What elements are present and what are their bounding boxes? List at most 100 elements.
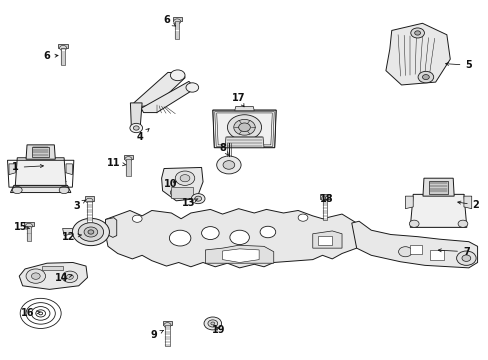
Polygon shape [312, 231, 341, 248]
Circle shape [39, 312, 42, 315]
Circle shape [59, 186, 69, 194]
Polygon shape [9, 164, 15, 175]
Polygon shape [405, 196, 412, 209]
Circle shape [133, 126, 139, 130]
Text: 11: 11 [107, 158, 126, 168]
Polygon shape [320, 194, 329, 199]
Circle shape [233, 120, 255, 135]
Text: 3: 3 [73, 200, 85, 211]
Polygon shape [428, 181, 447, 194]
Polygon shape [163, 321, 172, 325]
Polygon shape [172, 17, 182, 22]
Text: 1: 1 [12, 162, 43, 172]
Polygon shape [205, 245, 273, 263]
Polygon shape [224, 137, 264, 148]
Polygon shape [126, 159, 130, 176]
Polygon shape [165, 325, 169, 346]
Polygon shape [141, 81, 193, 113]
Circle shape [223, 161, 234, 169]
Text: 17: 17 [231, 93, 245, 107]
Text: 15: 15 [14, 222, 30, 231]
Polygon shape [58, 44, 68, 48]
Polygon shape [61, 48, 65, 65]
Polygon shape [62, 228, 72, 235]
Polygon shape [422, 178, 453, 196]
Circle shape [132, 215, 142, 222]
Polygon shape [84, 197, 94, 201]
Polygon shape [19, 262, 87, 289]
Circle shape [78, 223, 103, 241]
Circle shape [36, 310, 45, 317]
Circle shape [417, 71, 433, 83]
Text: 6: 6 [163, 15, 175, 26]
Circle shape [173, 19, 181, 24]
Circle shape [62, 271, 78, 283]
Circle shape [31, 273, 40, 279]
Circle shape [26, 303, 55, 324]
Circle shape [26, 269, 45, 283]
Circle shape [408, 220, 418, 227]
Polygon shape [66, 164, 72, 175]
Polygon shape [234, 107, 254, 111]
Circle shape [20, 298, 61, 328]
Text: 4: 4 [136, 129, 149, 142]
Text: 18: 18 [319, 194, 332, 204]
Polygon shape [212, 110, 276, 148]
Circle shape [227, 115, 261, 140]
Circle shape [207, 320, 217, 327]
Polygon shape [134, 72, 184, 107]
Circle shape [194, 196, 201, 201]
Text: 13: 13 [182, 198, 198, 208]
Text: 14: 14 [55, 273, 72, 283]
Circle shape [72, 219, 109, 246]
Circle shape [398, 247, 411, 257]
Polygon shape [24, 222, 34, 226]
Polygon shape [351, 221, 477, 268]
Polygon shape [175, 22, 179, 40]
Text: 12: 12 [62, 232, 81, 242]
Text: 2: 2 [457, 200, 479, 210]
Circle shape [66, 274, 73, 279]
Circle shape [12, 186, 22, 194]
Circle shape [185, 83, 198, 92]
Polygon shape [27, 226, 31, 241]
Polygon shape [322, 199, 326, 220]
Text: 19: 19 [212, 325, 225, 335]
Text: 5: 5 [445, 60, 471, 70]
Polygon shape [10, 185, 71, 193]
Circle shape [84, 227, 98, 237]
Polygon shape [161, 167, 203, 201]
Polygon shape [32, 147, 49, 157]
Circle shape [25, 223, 32, 229]
Circle shape [298, 214, 307, 221]
Polygon shape [429, 250, 444, 260]
Polygon shape [130, 103, 142, 128]
Circle shape [191, 194, 204, 204]
Polygon shape [463, 196, 471, 209]
Circle shape [60, 45, 66, 51]
Polygon shape [222, 249, 259, 262]
Text: 7: 7 [437, 247, 469, 257]
Circle shape [203, 317, 221, 330]
Circle shape [170, 188, 182, 197]
Circle shape [238, 123, 250, 132]
Circle shape [410, 28, 424, 38]
Circle shape [163, 323, 171, 328]
Text: 6: 6 [43, 51, 58, 61]
Polygon shape [317, 235, 331, 244]
Circle shape [210, 322, 214, 325]
Text: 8: 8 [219, 143, 228, 156]
Polygon shape [105, 209, 356, 268]
Polygon shape [409, 194, 466, 227]
Polygon shape [15, 158, 66, 185]
Circle shape [130, 123, 142, 133]
Circle shape [175, 171, 194, 185]
Polygon shape [171, 187, 193, 198]
Circle shape [456, 251, 475, 265]
Circle shape [86, 198, 93, 203]
Circle shape [170, 70, 184, 81]
Circle shape [229, 230, 249, 244]
Text: 16: 16 [20, 309, 40, 318]
Polygon shape [87, 201, 91, 222]
Circle shape [201, 226, 219, 239]
